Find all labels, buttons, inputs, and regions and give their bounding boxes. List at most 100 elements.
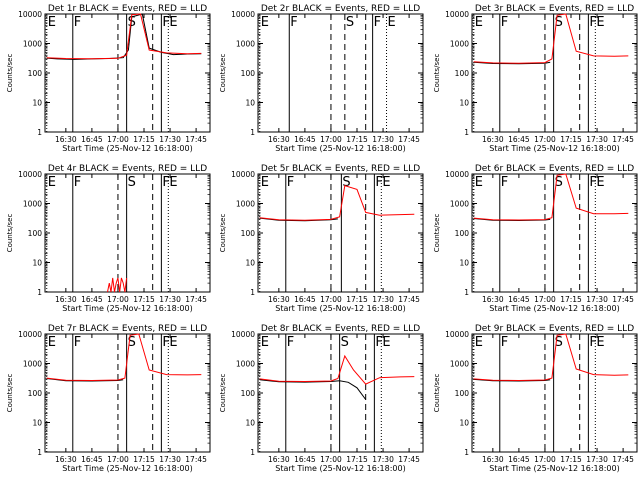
det-9-xtick-label: 17:45 — [612, 455, 634, 464]
det-6-xtick-label: 16:30 — [482, 295, 504, 304]
det-9-xtick-label: 17:30 — [586, 455, 608, 464]
det-2-marker-label: E — [388, 15, 396, 30]
det-6-ytick-label: 10 — [459, 259, 469, 268]
det-5-axes — [257, 173, 424, 293]
det-9-xlabel: Start Time (25-Nov-12 16:18:00) — [489, 464, 619, 473]
det-4-marker-label: S — [128, 175, 136, 190]
det-3-ytick-label: 1000 — [450, 40, 469, 49]
det-9-xtick-label: 17:00 — [534, 455, 556, 464]
det-2-xtick-label: 16:45 — [294, 135, 316, 144]
det-3-xtick-label: 17:15 — [560, 135, 582, 144]
det-8-xtick-label: 17:30 — [372, 455, 394, 464]
det-4-ytick-label: 10 — [32, 259, 42, 268]
det-1-ytick-label: 100 — [28, 69, 43, 78]
det-8-marker-label: S — [341, 335, 349, 350]
det-1-axes — [44, 13, 211, 133]
det-8-marker-label: E — [261, 335, 269, 350]
det-5-marker-label: E — [261, 175, 269, 190]
det-4-ytick-label: 1000 — [23, 200, 42, 209]
det-1-series-events — [46, 13, 202, 60]
det-7-xlabel: Start Time (25-Nov-12 16:18:00) — [62, 464, 192, 473]
det-7-ytick-label: 10000 — [18, 330, 42, 339]
det-6-xtick-label: 16:45 — [508, 295, 530, 304]
det-3-ytick-label: 10000 — [445, 10, 469, 19]
det-1-title: Det 1r BLACK = Events, RED = LLD — [48, 4, 207, 14]
det-2-title: Det 2r BLACK = Events, RED = LLD — [261, 4, 420, 14]
det-7-xtick-label: 17:00 — [107, 455, 129, 464]
det-2-marker-label: S — [346, 15, 354, 30]
det-8-ytick-label: 10 — [245, 419, 255, 428]
det-2-xtick-label: 17:30 — [372, 135, 394, 144]
det-5-ytick-label: 10000 — [231, 170, 255, 179]
det-5-title: Det 5r BLACK = Events, RED = LLD — [261, 164, 420, 174]
det-4-marker-label: E — [48, 175, 56, 190]
det-7-xtick-label: 17:30 — [159, 455, 181, 464]
det-2-marker-label: E — [261, 15, 269, 30]
det-3-ytick-label: 100 — [455, 69, 470, 78]
det-3-axes — [471, 13, 638, 133]
det-3-xtick-label: 16:45 — [508, 135, 530, 144]
det-3-ylabel: Counts/sec — [433, 54, 441, 93]
det-3-xtick-label: 16:30 — [482, 135, 504, 144]
det-8-ytick-label: 10000 — [231, 330, 255, 339]
det-4-ytick-label: 1 — [37, 288, 42, 297]
det-1-xtick-label: 17:45 — [185, 135, 207, 144]
det-6-xtick-label: 17:30 — [586, 295, 608, 304]
det-7-xtick-label: 17:15 — [133, 455, 155, 464]
det-8-title: Det 8r BLACK = Events, RED = LLD — [261, 324, 420, 334]
det-7-ylabel: Counts/sec — [6, 374, 14, 413]
det-4-xtick-label: 17:30 — [159, 295, 181, 304]
det-3-xlabel: Start Time (25-Nov-12 16:18:00) — [489, 144, 619, 153]
det-7-marker-label: F — [162, 335, 169, 350]
det-5-marker-label: S — [342, 175, 350, 190]
det-8-series-lld — [259, 354, 415, 385]
det-2-axes — [257, 13, 424, 133]
det-6-marker-label: F — [589, 175, 596, 190]
det-8-xtick-label: 17:15 — [346, 455, 368, 464]
det-3-marker-label: F — [589, 15, 596, 30]
det-1-ytick-label: 10000 — [18, 10, 42, 19]
det-4-xtick-label: 17:15 — [133, 295, 155, 304]
det-6-xtick-label: 17:45 — [612, 295, 634, 304]
det-3-title: Det 3r BLACK = Events, RED = LLD — [475, 4, 634, 14]
det-4-marker-label: E — [169, 175, 177, 190]
det-6-series-lld — [473, 173, 629, 221]
det-6-xlabel: Start Time (25-Nov-12 16:18:00) — [489, 304, 619, 313]
det-9-marker-label: E — [475, 335, 483, 350]
det-6-ylabel: Counts/sec — [433, 214, 441, 253]
det-8-xtick-label: 17:00 — [320, 455, 342, 464]
det-5-ylabel: Counts/sec — [219, 214, 227, 253]
det-9-marker-label: F — [589, 335, 596, 350]
det-7-xtick-label: 16:45 — [81, 455, 103, 464]
det-7-xtick-label: 16:30 — [55, 455, 77, 464]
det-5-ytick-label: 1000 — [236, 200, 255, 209]
det-1-ytick-label: 1000 — [23, 40, 42, 49]
det-4-xlabel: Start Time (25-Nov-12 16:18:00) — [62, 304, 192, 313]
det-7-ytick-label: 1000 — [23, 360, 42, 369]
det-3-xtick-label: 17:00 — [534, 135, 556, 144]
det-5-xtick-label: 17:30 — [372, 295, 394, 304]
det-7-title: Det 7r BLACK = Events, RED = LLD — [48, 324, 207, 334]
det-8-ylabel: Counts/sec — [219, 374, 227, 413]
det-2-ytick-label: 1 — [250, 128, 255, 137]
det-7-axes — [44, 333, 211, 453]
det-4-title: Det 4r BLACK = Events, RED = LLD — [48, 164, 207, 174]
det-6-ytick-label: 100 — [455, 229, 470, 238]
det-7-marker-label: S — [128, 335, 136, 350]
det-4-ylabel: Counts/sec — [6, 214, 14, 253]
det-3-marker-label: E — [596, 15, 604, 30]
det-7-ytick-label: 100 — [28, 389, 43, 398]
det-8-xtick-label: 16:45 — [294, 455, 316, 464]
det-9-marker-label: F — [501, 335, 508, 350]
det-9-axes — [471, 333, 638, 453]
det-8-marker-label: E — [382, 335, 390, 350]
det-2-xlabel: Start Time (25-Nov-12 16:18:00) — [275, 144, 405, 153]
det-7-series-lld — [46, 333, 202, 382]
det-6-marker-label: F — [501, 175, 508, 190]
det-9-title: Det 9r BLACK = Events, RED = LLD — [475, 324, 634, 334]
det-1-xlabel: Start Time (25-Nov-12 16:18:00) — [62, 144, 192, 153]
det-2-ytick-label: 10 — [245, 99, 255, 108]
det-1-xtick-label: 17:15 — [133, 135, 155, 144]
det-8-xlabel: Start Time (25-Nov-12 16:18:00) — [275, 464, 405, 473]
